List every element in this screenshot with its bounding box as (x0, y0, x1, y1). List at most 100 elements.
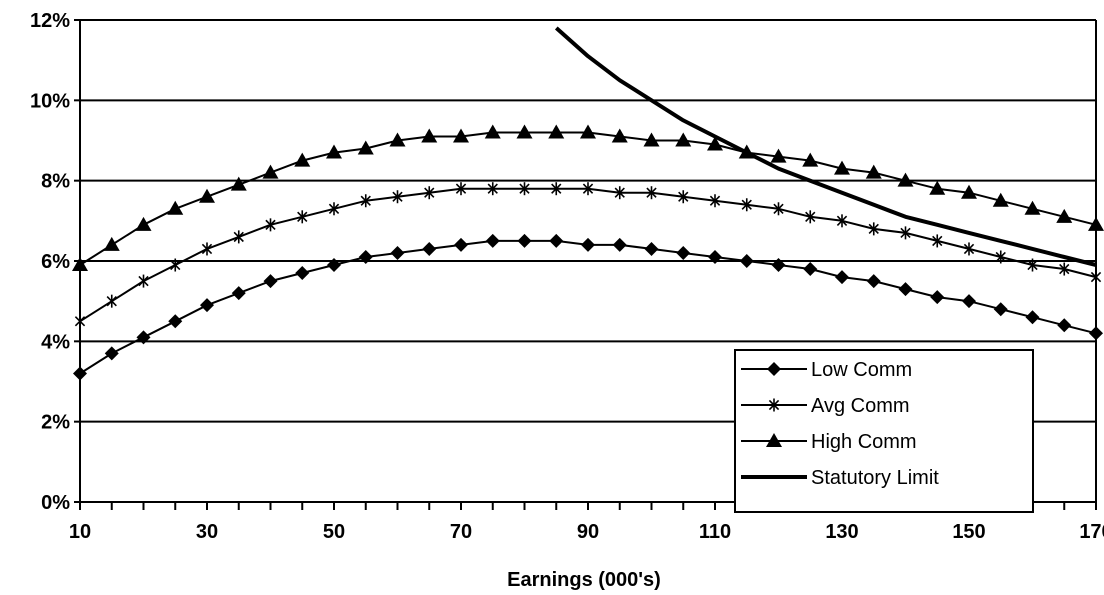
data-point-avg-comm (678, 190, 689, 204)
y-tick-label: 10% (30, 90, 70, 112)
data-point-avg-comm (741, 198, 752, 212)
data-point-avg-comm (138, 274, 149, 288)
data-point-avg-comm (582, 182, 594, 196)
data-point-low-comm (644, 241, 659, 256)
data-point-low-comm (73, 366, 87, 381)
data-point-low-comm (422, 241, 437, 256)
legend-marker (768, 398, 780, 412)
x-tick-label: 150 (952, 521, 985, 543)
data-point-low-comm (739, 254, 754, 268)
x-axis-ticks: 10 30 50 70 90 110 130 150 170 (69, 502, 1104, 543)
data-point-low-comm (676, 245, 691, 260)
data-point-high-comm (326, 144, 342, 159)
data-point-high-comm (929, 180, 946, 195)
data-point-high-comm (548, 124, 565, 139)
data-point-avg-comm (963, 242, 975, 256)
data-point-low-comm (962, 294, 976, 309)
data-point-high-comm (389, 132, 406, 147)
data-point-high-comm (1024, 200, 1041, 215)
data-point-high-comm (580, 124, 596, 139)
data-point-low-comm (771, 258, 786, 273)
data-point-avg-comm (932, 234, 943, 248)
x-tick-label: 110 (699, 521, 731, 543)
x-tick-label: 90 (577, 521, 599, 543)
data-point-low-comm (136, 330, 151, 345)
data-point-avg-comm (170, 258, 181, 272)
series-avg-comm (74, 182, 1102, 328)
data-point-low-comm (358, 249, 373, 264)
data-point-avg-comm (487, 182, 498, 196)
data-point-avg-comm (805, 210, 816, 224)
data-point-low-comm (803, 262, 818, 277)
data-point-low-comm (866, 274, 881, 289)
series-high-comm (72, 124, 1104, 272)
legend-label: High Comm (811, 431, 917, 453)
legend-label: Avg Comm (811, 395, 910, 417)
data-point-low-comm (708, 249, 722, 264)
series-layer (72, 26, 1104, 381)
data-point-high-comm (643, 132, 660, 147)
series-line-statutory-limit (554, 26, 1097, 267)
data-point-low-comm (517, 233, 532, 248)
x-tick-label: 30 (196, 521, 218, 543)
x-tick-label: 170 (1079, 521, 1104, 543)
data-point-avg-comm (646, 186, 657, 200)
series-statutory-limit (554, 26, 1097, 267)
x-tick-label: 10 (69, 521, 91, 543)
legend-label: Low Comm (811, 359, 912, 381)
data-point-high-comm (1056, 208, 1073, 223)
data-point-high-comm (421, 128, 438, 143)
data-point-high-comm (865, 164, 882, 179)
data-point-avg-comm (995, 250, 1006, 264)
data-point-low-comm (549, 233, 564, 248)
legend-item-statutory-limit: Statutory Limit (741, 467, 939, 489)
data-point-avg-comm (392, 190, 403, 204)
legend-marker (767, 362, 781, 376)
y-tick-label: 2% (41, 412, 70, 434)
data-point-low-comm (835, 270, 849, 285)
data-point-high-comm (707, 136, 723, 151)
data-point-avg-comm (709, 194, 721, 208)
data-point-high-comm (834, 160, 850, 175)
data-point-high-comm (802, 152, 819, 167)
data-point-high-comm (992, 192, 1009, 207)
data-point-avg-comm (201, 242, 213, 256)
data-point-low-comm (200, 298, 214, 313)
x-tick-label: 50 (323, 521, 345, 543)
data-point-low-comm (390, 245, 405, 260)
data-point-low-comm (231, 286, 246, 301)
y-tick-label: 12% (30, 10, 70, 32)
data-point-avg-comm (1027, 258, 1038, 272)
y-tick-label: 8% (41, 171, 70, 193)
series-line-avg-comm (79, 187, 1097, 323)
data-point-high-comm (611, 128, 628, 143)
legend-item-high-comm: High Comm (741, 431, 917, 453)
data-point-high-comm (897, 172, 914, 187)
data-point-high-comm (484, 124, 501, 139)
data-point-low-comm (168, 314, 183, 329)
x-tick-label: 70 (450, 521, 472, 543)
data-point-low-comm (263, 274, 278, 289)
data-point-high-comm (230, 176, 247, 191)
data-point-avg-comm (836, 214, 848, 228)
data-point-avg-comm (614, 186, 625, 200)
data-point-high-comm (135, 216, 152, 231)
legend-label: Statutory Limit (811, 467, 939, 489)
data-point-avg-comm (1059, 262, 1070, 276)
data-point-low-comm (1025, 310, 1040, 325)
data-point-avg-comm (424, 186, 435, 200)
x-tick-label: 130 (825, 521, 858, 543)
y-tick-label: 0% (41, 492, 70, 514)
data-point-high-comm (357, 140, 374, 155)
data-point-avg-comm (297, 210, 308, 224)
data-point-high-comm (72, 257, 88, 272)
data-point-high-comm (961, 184, 977, 199)
data-point-high-comm (453, 128, 469, 143)
data-point-low-comm (104, 346, 119, 361)
data-point-low-comm (485, 233, 500, 248)
data-point-low-comm (612, 237, 627, 252)
data-point-low-comm (1057, 318, 1072, 333)
data-point-avg-comm (106, 294, 117, 308)
data-point-avg-comm (868, 222, 879, 236)
